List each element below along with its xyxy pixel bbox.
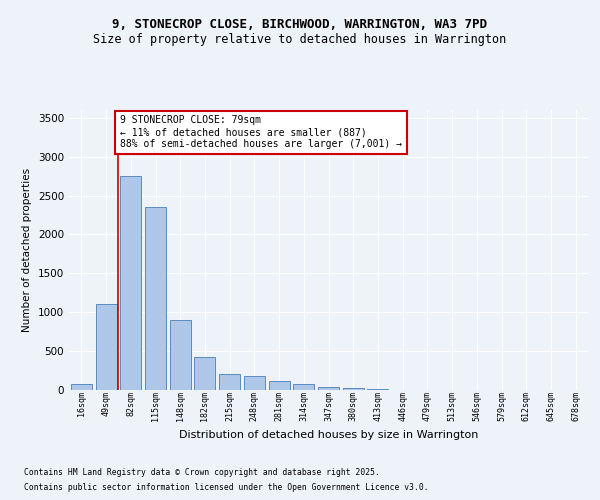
Text: Contains public sector information licensed under the Open Government Licence v3: Contains public sector information licen… <box>24 483 428 492</box>
Text: Contains HM Land Registry data © Crown copyright and database right 2025.: Contains HM Land Registry data © Crown c… <box>24 468 380 477</box>
Bar <box>170 320 191 390</box>
Bar <box>367 389 388 390</box>
Bar <box>293 384 314 390</box>
Text: 9 STONECROP CLOSE: 79sqm
← 11% of detached houses are smaller (887)
88% of semi-: 9 STONECROP CLOSE: 79sqm ← 11% of detach… <box>119 116 401 148</box>
Text: 9, STONECROP CLOSE, BIRCHWOOD, WARRINGTON, WA3 7PD: 9, STONECROP CLOSE, BIRCHWOOD, WARRINGTO… <box>113 18 487 30</box>
Bar <box>269 381 290 390</box>
X-axis label: Distribution of detached houses by size in Warrington: Distribution of detached houses by size … <box>179 430 478 440</box>
Bar <box>318 387 339 390</box>
Bar <box>343 388 364 390</box>
Bar <box>120 176 141 390</box>
Bar <box>219 374 240 390</box>
Y-axis label: Number of detached properties: Number of detached properties <box>22 168 32 332</box>
Bar <box>145 207 166 390</box>
Bar <box>71 384 92 390</box>
Bar <box>244 376 265 390</box>
Text: Size of property relative to detached houses in Warrington: Size of property relative to detached ho… <box>94 32 506 46</box>
Bar <box>194 356 215 390</box>
Bar <box>95 304 116 390</box>
